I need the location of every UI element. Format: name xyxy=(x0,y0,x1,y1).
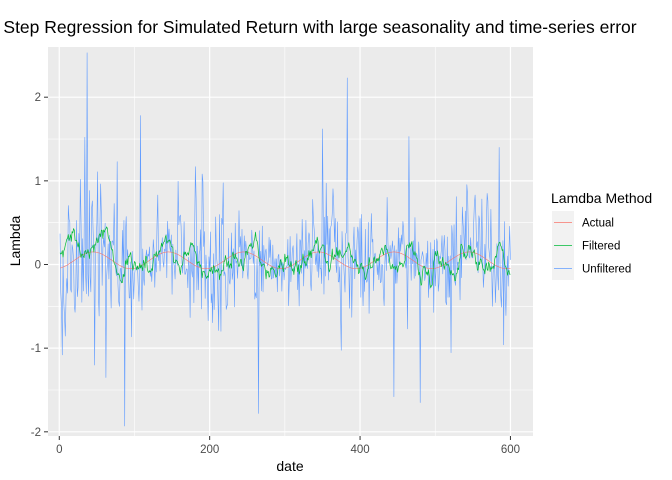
x-axis-title: date xyxy=(276,458,303,474)
series-line-unfiltered xyxy=(59,52,511,427)
x-tick-label: 0 xyxy=(56,444,62,456)
y-axis-title: Lambda xyxy=(7,215,23,266)
legend-keys: Actual Filtered Unfiltered xyxy=(552,211,631,280)
series-line-filtered xyxy=(59,226,511,288)
y-axis: -2 -1 0 1 2 xyxy=(31,92,48,439)
x-axis: 0 200 400 600 xyxy=(56,436,520,456)
legend-label-filtered: Filtered xyxy=(582,241,620,253)
x-tick-label: 600 xyxy=(501,444,520,456)
series-layer xyxy=(59,52,511,427)
legend-label-unfiltered: Unfiltered xyxy=(582,264,631,276)
legend-label-actual: Actual xyxy=(582,218,614,230)
legend: Lamdba Method Actual Filtered Unfiltered xyxy=(551,190,652,280)
legend-title: Lamdba Method xyxy=(551,190,652,206)
y-tick-label: 1 xyxy=(35,176,41,188)
y-tick-label: -2 xyxy=(31,427,41,439)
series-line-actual xyxy=(59,251,511,269)
y-tick-label: 2 xyxy=(35,92,41,104)
y-tick-label: 0 xyxy=(35,260,41,272)
x-tick-label: 200 xyxy=(200,444,219,456)
chart-title: Step Regression for Simulated Return wit… xyxy=(3,17,636,37)
y-tick-label: -1 xyxy=(31,343,41,355)
x-tick-label: 400 xyxy=(350,444,369,456)
